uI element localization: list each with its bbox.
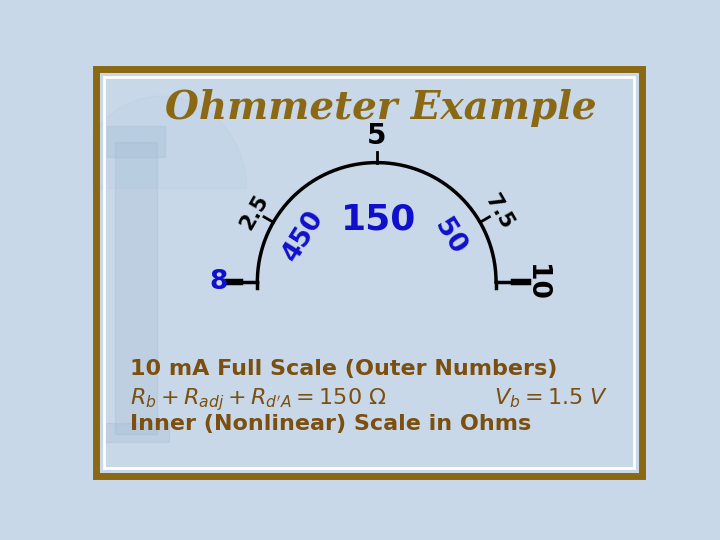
- Text: Inner (Nonlinear) Scale in Ohms: Inner (Nonlinear) Scale in Ohms: [130, 414, 531, 434]
- Text: $V_b=1.5\ V$: $V_b=1.5\ V$: [493, 387, 608, 410]
- Bar: [115, 142, 157, 434]
- Text: 50: 50: [429, 214, 470, 259]
- Text: 8: 8: [210, 269, 228, 295]
- Text: 2.5: 2.5: [237, 191, 273, 233]
- Bar: [107, 126, 165, 157]
- Text: Ohmmeter Example: Ohmmeter Example: [165, 90, 597, 127]
- Text: $R_b+R_{adj}+R_{d'A}=150\ \Omega$: $R_b+R_{adj}+R_{d'A}=150\ \Omega$: [130, 387, 387, 414]
- Text: 7.5: 7.5: [481, 191, 517, 233]
- Text: 150: 150: [341, 203, 416, 237]
- Text: 10: 10: [523, 264, 549, 300]
- Text: 10 mA Full Scale (Outer Numbers): 10 mA Full Scale (Outer Numbers): [130, 359, 558, 379]
- Bar: [104, 423, 168, 442]
- Text: 450: 450: [278, 206, 330, 267]
- Text: 5: 5: [367, 122, 387, 150]
